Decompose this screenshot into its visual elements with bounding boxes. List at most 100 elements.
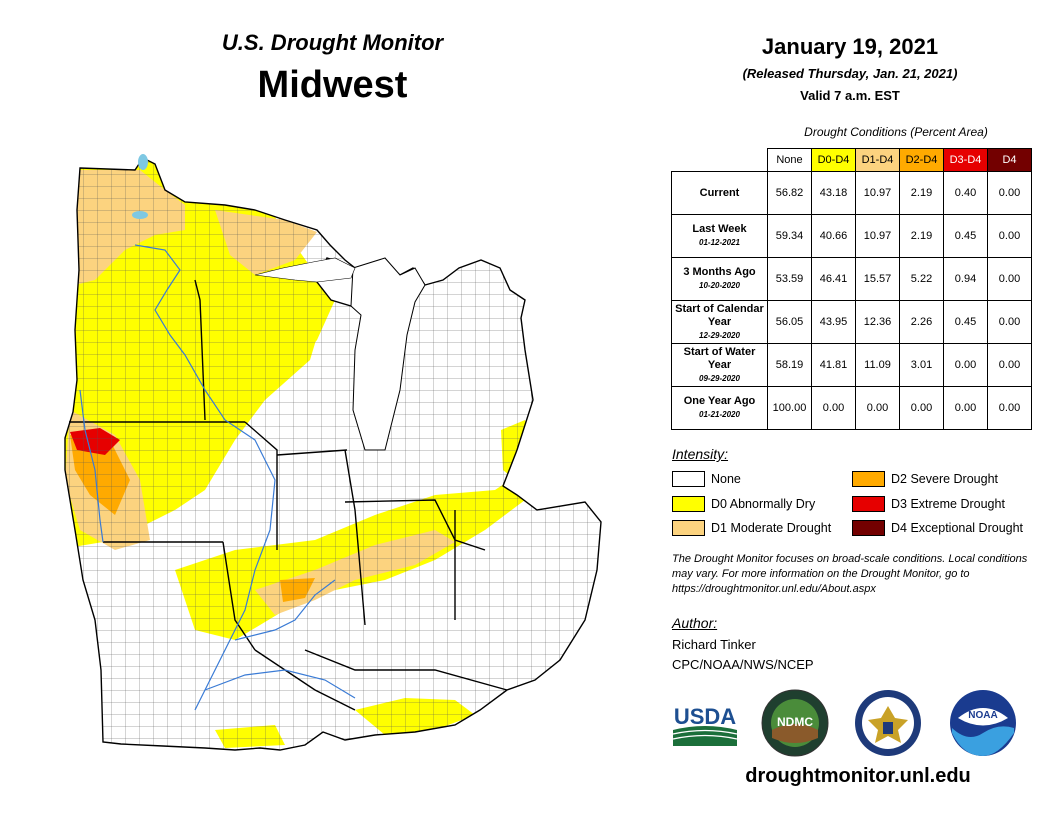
col-header-d1-d4: D1-D4 bbox=[855, 148, 900, 172]
col-header-d2-d4: D2-D4 bbox=[899, 148, 944, 172]
legend-label: D3 Extreme Drought bbox=[891, 497, 1005, 511]
table-cell: 0.00 bbox=[987, 257, 1032, 301]
col-header-d3-d4: D3-D4 bbox=[943, 148, 988, 172]
legend-label: D1 Moderate Drought bbox=[711, 521, 832, 535]
table-cell: 40.66 bbox=[811, 214, 856, 258]
row-date: 01-21-2020 bbox=[699, 410, 740, 419]
author-heading: Author: bbox=[672, 615, 718, 631]
table-cell: 0.45 bbox=[943, 214, 988, 258]
legend-item-d1: D1 Moderate Drought bbox=[672, 518, 831, 538]
row-date: 01-12-2021 bbox=[699, 238, 740, 247]
legend-swatch bbox=[672, 496, 705, 512]
legend-swatch bbox=[672, 471, 705, 487]
table-cell: 43.18 bbox=[811, 171, 856, 215]
table-cell: 0.00 bbox=[987, 300, 1032, 344]
table-cell: 0.00 bbox=[899, 386, 944, 430]
table-cell: 2.19 bbox=[899, 214, 944, 258]
legend-item-none: None bbox=[672, 469, 741, 489]
usda-logo: USDA bbox=[672, 704, 738, 746]
doc-seal-logo bbox=[855, 690, 921, 756]
table-cell: 0.00 bbox=[987, 386, 1032, 430]
table-cell: 46.41 bbox=[811, 257, 856, 301]
author-name: Richard Tinker bbox=[672, 637, 756, 652]
noaa-logo-text: NOAA bbox=[968, 710, 997, 721]
table-cell: 56.05 bbox=[767, 300, 812, 344]
legend-swatch bbox=[852, 471, 885, 487]
table-corner bbox=[672, 149, 768, 172]
table-cell: 12.36 bbox=[855, 300, 900, 344]
table-cell: 0.94 bbox=[943, 257, 988, 301]
table-cell: 11.09 bbox=[855, 343, 900, 387]
table-cell: 0.00 bbox=[811, 386, 856, 430]
row-label-text: 3 Months Ago bbox=[683, 266, 756, 278]
table-cell: 0.00 bbox=[987, 171, 1032, 215]
table-row: 3 Months Ago 10-20-2020 53.59 46.41 15.57 5.2… bbox=[671, 257, 1032, 301]
row-label: Last Week 01-12-2021 bbox=[671, 214, 768, 258]
table-header-row: None D0-D4 D1-D4 D2-D4 D3-D4 D4 bbox=[672, 148, 1032, 172]
row-label-text: One Year Ago bbox=[683, 395, 756, 407]
legend-item-d4: D4 Exceptional Drought bbox=[852, 518, 1023, 538]
table-cell: 100.00 bbox=[767, 386, 812, 430]
table-row: Last Week 01-12-2021 59.34 40.66 10.97 2.19 0.… bbox=[671, 214, 1032, 258]
table-cell: 0.00 bbox=[943, 343, 988, 387]
col-header-d4: D4 bbox=[987, 148, 1032, 172]
table-cell: 58.19 bbox=[767, 343, 812, 387]
website-link[interactable]: droughtmonitor.unl.edu bbox=[745, 765, 971, 787]
row-date: 09-29-2020 bbox=[699, 373, 740, 383]
table-row: Current 56.82 43.18 10.97 2.19 0.40 0.00 bbox=[671, 171, 1032, 215]
table-cell: 0.00 bbox=[987, 343, 1032, 387]
valid-time: Valid 7 a.m. EST bbox=[800, 88, 900, 103]
table-cell: 0.00 bbox=[987, 214, 1032, 258]
author-org: CPC/NOAA/NWS/NCEP bbox=[672, 657, 814, 672]
row-label: One Year Ago 01-21-2020 bbox=[671, 386, 768, 430]
legend-item-d2: D2 Severe Drought bbox=[852, 469, 998, 489]
table-row: Start of Water Year 09-29-2020 58.19 41.81 1… bbox=[671, 343, 1032, 387]
table-cell: 56.82 bbox=[767, 171, 812, 215]
table-cell: 5.22 bbox=[899, 257, 944, 301]
table-row: Start of Calendar Year 12-29-2020 56.05 43.… bbox=[671, 300, 1032, 344]
legend-item-d0: D0 Abnormally Dry bbox=[672, 494, 815, 514]
region-title: Midwest bbox=[257, 64, 408, 106]
row-date: 12-29-2020 bbox=[699, 330, 740, 340]
row-label-text: Last Week bbox=[692, 223, 747, 235]
legend-label: D0 Abnormally Dry bbox=[711, 497, 816, 511]
table-cell: 0.00 bbox=[855, 386, 900, 430]
row-label: Start of Calendar Year 12-29-2020 bbox=[671, 300, 768, 344]
table-cell: 59.34 bbox=[767, 214, 812, 258]
row-label-text: Start of Calendar Year bbox=[675, 302, 764, 328]
legend-item-d3: D3 Extreme Drought bbox=[852, 494, 1005, 514]
legend-title: Intensity: bbox=[672, 446, 729, 462]
row-label: Current bbox=[671, 171, 768, 215]
col-header-none: None bbox=[767, 148, 812, 172]
row-label-text: Start of Water Year bbox=[683, 345, 756, 371]
noaa-logo: NOAA bbox=[950, 690, 1016, 756]
table-cell: 0.45 bbox=[943, 300, 988, 344]
table-cell: 53.59 bbox=[767, 257, 812, 301]
legend-swatch bbox=[852, 520, 885, 536]
row-label-text: Current bbox=[699, 186, 740, 199]
row-date: 10-20-2020 bbox=[699, 281, 740, 290]
table-cell: 3.01 bbox=[899, 343, 944, 387]
table-row: One Year Ago 01-21-2020 100.00 0.00 0.00 0.00… bbox=[671, 386, 1032, 430]
table-cell: 41.81 bbox=[811, 343, 856, 387]
col-header-d0-d4: D0-D4 bbox=[811, 148, 856, 172]
usda-logo-text: USDA bbox=[674, 704, 736, 729]
legend-swatch bbox=[672, 520, 705, 536]
table-cell: 10.97 bbox=[855, 214, 900, 258]
legend-label: D4 Exceptional Drought bbox=[891, 521, 1024, 535]
map-date: January 19, 2021 bbox=[761, 34, 939, 59]
legend-swatch bbox=[852, 496, 885, 512]
ndmc-logo: NDMC bbox=[761, 689, 829, 757]
row-label: Start of Water Year 09-29-2020 bbox=[671, 343, 768, 387]
table-cell: 15.57 bbox=[855, 257, 900, 301]
release-date: (Released Thursday, Jan. 21, 2021) bbox=[742, 66, 958, 81]
legend-label: None bbox=[711, 472, 741, 486]
table-cell: 10.97 bbox=[855, 171, 900, 215]
legend-label: D2 Severe Drought bbox=[891, 472, 999, 486]
table-cell: 2.26 bbox=[899, 300, 944, 344]
table-cell: 0.40 bbox=[943, 171, 988, 215]
row-label: 3 Months Ago 10-20-2020 bbox=[671, 257, 768, 301]
table-caption: Drought Conditions (Percent Area) bbox=[804, 125, 988, 139]
disclaimer-note: The Drought Monitor focuses on broad-sca… bbox=[672, 553, 1028, 595]
table-cell: 43.95 bbox=[811, 300, 856, 344]
